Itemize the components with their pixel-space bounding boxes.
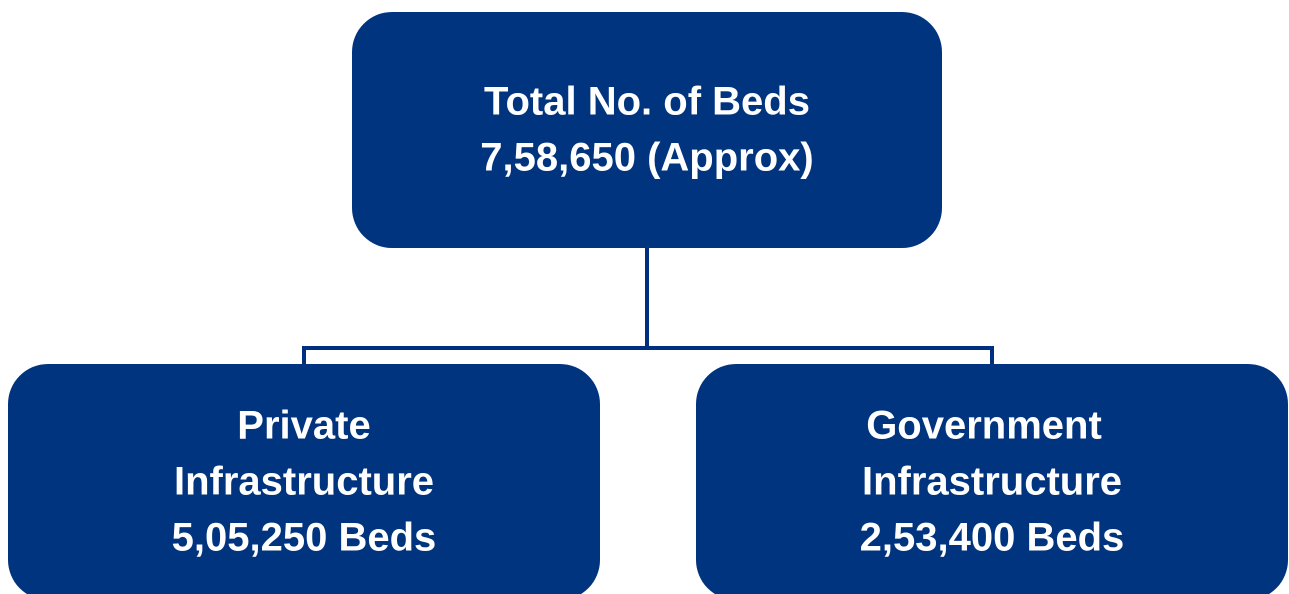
node-label: 2,53,400 Beds <box>860 516 1125 560</box>
node-box <box>696 364 1288 594</box>
node-label: 7,58,650 (Approx) <box>480 136 813 180</box>
node-label: Government <box>866 404 1102 448</box>
node-box <box>352 12 942 248</box>
node-box <box>8 364 600 594</box>
node-label: Infrastructure <box>862 460 1122 504</box>
connectors <box>302 246 994 366</box>
node-label: 5,05,250 Beds <box>172 516 437 560</box>
node-label: Infrastructure <box>174 460 434 504</box>
node-label: Total No. of Beds <box>484 80 810 124</box>
node-label: Private <box>237 404 370 448</box>
